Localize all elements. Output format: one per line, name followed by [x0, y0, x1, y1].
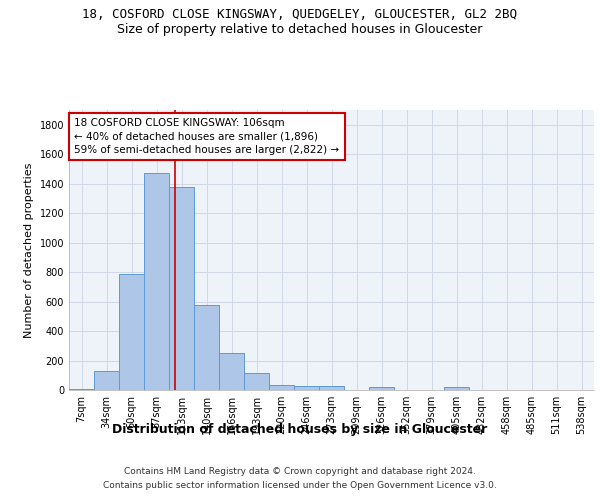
Text: 18 COSFORD CLOSE KINGSWAY: 106sqm
← 40% of detached houses are smaller (1,896)
5: 18 COSFORD CLOSE KINGSWAY: 106sqm ← 40% … [74, 118, 340, 155]
Bar [194, 306, 219, 390]
Bar [219, 353, 244, 390]
Text: 18, COSFORD CLOSE KINGSWAY, QUEDGELEY, GLOUCESTER, GL2 2BQ: 18, COSFORD CLOSE KINGSWAY, QUEDGELEY, G… [83, 8, 517, 20]
Text: Contains HM Land Registry data © Crown copyright and database right 2024.: Contains HM Land Registry data © Crown c… [124, 468, 476, 476]
Bar [369, 387, 394, 390]
Bar [144, 174, 169, 390]
Bar [119, 274, 144, 390]
Text: Size of property relative to detached houses in Gloucester: Size of property relative to detached ho… [118, 22, 482, 36]
Bar [244, 373, 269, 390]
Bar [269, 385, 294, 390]
Text: Distribution of detached houses by size in Gloucester: Distribution of detached houses by size … [112, 422, 488, 436]
Text: Contains public sector information licensed under the Open Government Licence v3: Contains public sector information licen… [103, 481, 497, 490]
Bar [319, 386, 344, 390]
Bar [294, 386, 319, 390]
Bar [169, 186, 194, 390]
Bar [94, 371, 119, 390]
Bar [444, 387, 469, 390]
Y-axis label: Number of detached properties: Number of detached properties [24, 162, 34, 338]
Bar [69, 388, 94, 390]
